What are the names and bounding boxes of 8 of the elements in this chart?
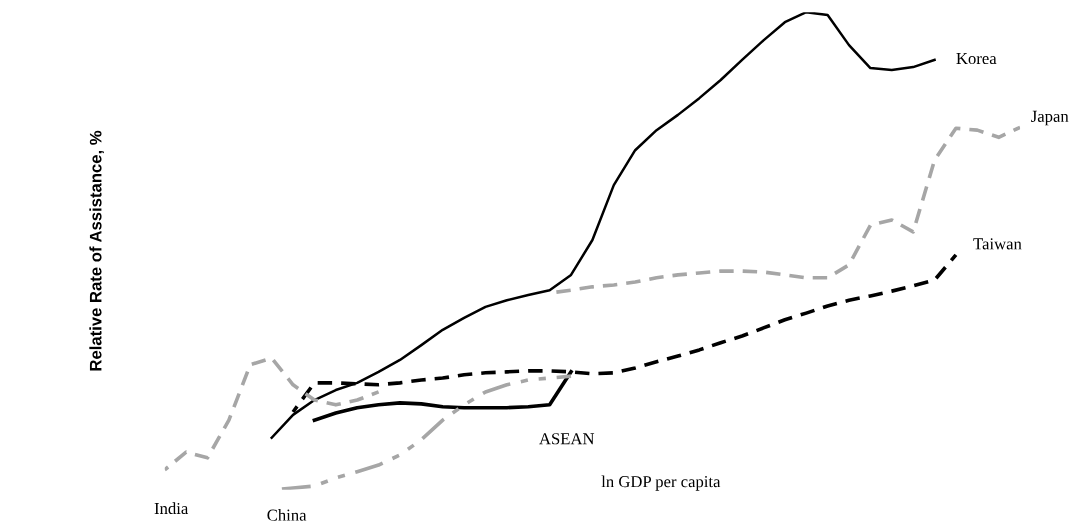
series-label: Korea xyxy=(956,53,997,65)
series-label: Japan xyxy=(1031,110,1069,126)
series-label: China xyxy=(267,509,307,521)
series-label: ASEAN xyxy=(539,433,595,445)
text: India xyxy=(154,502,189,515)
x-axis-title: ln GDP per capita xyxy=(601,475,721,491)
y-axis-title: Relative Rate of Assistance, % xyxy=(89,130,104,371)
series-label: Taiwan xyxy=(973,238,1022,250)
